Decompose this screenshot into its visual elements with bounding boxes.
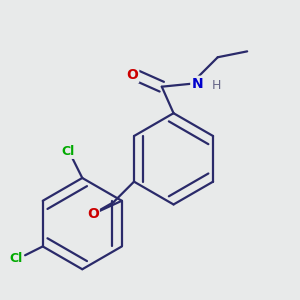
- Text: Cl: Cl: [61, 145, 74, 158]
- Text: H: H: [212, 79, 221, 92]
- Text: Cl: Cl: [10, 252, 23, 265]
- Text: N: N: [191, 77, 203, 91]
- Text: O: O: [87, 207, 99, 221]
- Text: O: O: [126, 68, 138, 82]
